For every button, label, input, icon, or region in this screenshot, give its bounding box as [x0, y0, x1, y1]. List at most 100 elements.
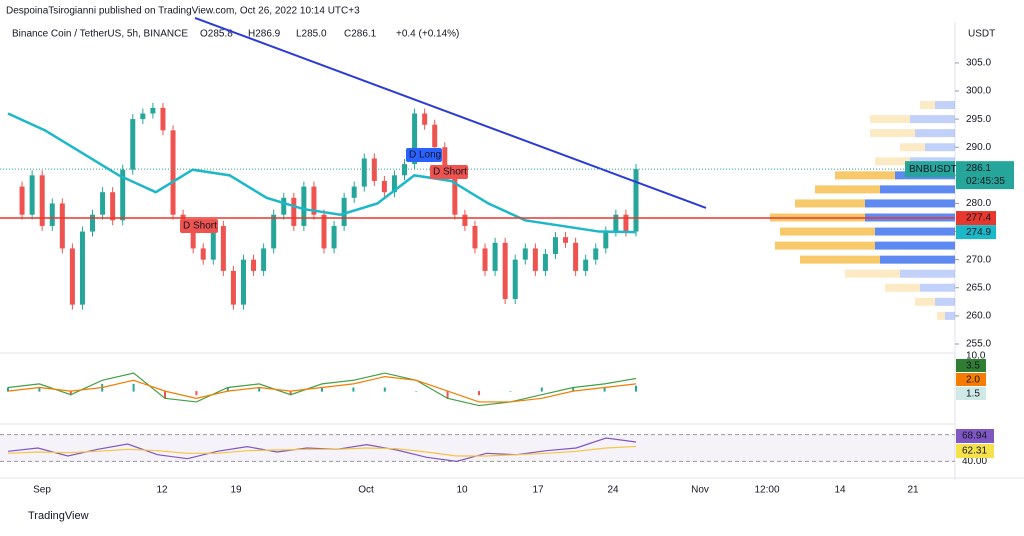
x-tick-label: Nov [691, 485, 709, 496]
symbol: Binance Coin / TetherUS, 5h, BINANCE [12, 29, 188, 40]
volume-down [815, 185, 880, 194]
signal-box [180, 219, 218, 233]
ohlc-value: L285.0 [296, 29, 327, 40]
candle-body [341, 197, 347, 226]
candle-body [351, 186, 357, 198]
macd-histogram [478, 391, 480, 396]
candle-body [623, 214, 629, 232]
publisher: DespoinaTsirogianni published on Trading… [6, 6, 360, 17]
x-tick-label: 24 [607, 485, 619, 496]
volume-down [835, 171, 895, 180]
candle-body [583, 259, 589, 271]
candle-body [39, 175, 45, 226]
rsi-line [7, 437, 637, 462]
volume-down [870, 129, 915, 138]
macd-top: 10.0 [966, 351, 986, 362]
macd-box [956, 387, 986, 400]
candle-body [130, 119, 136, 170]
volume-up [900, 269, 955, 278]
volume-down [800, 255, 880, 264]
candle-body [542, 254, 548, 271]
candle-body [472, 225, 478, 249]
rsi-box [956, 429, 994, 443]
macd-line [7, 376, 637, 403]
y-tick-label: 260.0 [966, 311, 991, 322]
candle-body [432, 124, 438, 148]
candle-body [281, 197, 287, 215]
x-tick-label: 19 [230, 485, 242, 496]
candle-body [100, 192, 106, 215]
trend-line [194, 16, 707, 209]
candle-body [391, 175, 397, 193]
candle-body [492, 242, 498, 271]
volume-up [935, 297, 955, 306]
candle-body [603, 231, 609, 249]
volume-up [915, 129, 955, 138]
macd-histogram [289, 391, 292, 396]
price-label: 277.4 [966, 213, 991, 224]
signal-box [406, 148, 442, 162]
volume-down [900, 143, 925, 152]
candle-body [160, 107, 166, 131]
volume-up [880, 255, 955, 264]
signal-label: D Short [433, 167, 467, 178]
macd-histogram [258, 387, 261, 392]
macd-label: 2.0 [966, 375, 980, 386]
candle-body [79, 231, 85, 305]
candle-body [59, 203, 65, 249]
candle-body [452, 175, 458, 215]
moving-average [7, 112, 637, 234]
candle-body [522, 248, 528, 260]
y-tick-label: 290.0 [966, 142, 991, 153]
macd-histogram [226, 387, 229, 392]
candle-body [412, 113, 418, 165]
signal-box [430, 165, 468, 179]
candle-body [140, 113, 146, 120]
y-tick-label: 265.0 [966, 282, 991, 293]
candle-body [240, 259, 246, 305]
footer: TradingView [28, 510, 89, 522]
candle-body [512, 259, 518, 300]
x-tick-label: 12 [156, 485, 168, 496]
rsi-box [956, 444, 994, 458]
candle-body [19, 186, 25, 215]
candle-body [210, 225, 216, 260]
candle-body [482, 248, 488, 271]
volume-down [845, 269, 900, 278]
candle-body [29, 175, 35, 215]
macd-histogram [7, 387, 9, 392]
price-box [956, 211, 996, 226]
candle-body [593, 248, 599, 260]
y-tick-label: 295.0 [966, 114, 991, 125]
y-tick-label: 305.0 [966, 58, 991, 69]
y-tick-label: 300.0 [966, 86, 991, 97]
candle-body [563, 237, 569, 243]
macd-histogram [195, 391, 198, 396]
ohlc-value: H286.9 [248, 29, 281, 40]
candle-body [422, 113, 428, 125]
ohlc-value: O285.8 [200, 29, 233, 40]
price-box [956, 225, 996, 240]
candle-body [150, 107, 156, 114]
x-tick-label: Oct [358, 485, 374, 496]
candle-body [371, 158, 377, 181]
candle-body [311, 186, 317, 215]
candle-body [633, 169, 639, 232]
volume-up [875, 227, 955, 236]
volume-down [795, 199, 865, 208]
volume-down [870, 115, 910, 124]
macd-histogram [415, 391, 418, 392]
candle-body [381, 180, 387, 193]
ohlc-value: +0.4 (+0.14%) [396, 29, 459, 40]
candle-body [502, 242, 508, 300]
volume-up [875, 241, 955, 250]
macd-histogram [603, 387, 606, 392]
macd-histogram [132, 383, 135, 392]
candle-body [90, 214, 96, 232]
volume-up [925, 143, 955, 152]
candle-body [190, 225, 196, 249]
candle-body [261, 248, 267, 271]
volume-down [875, 157, 910, 166]
candle-body [361, 158, 367, 187]
